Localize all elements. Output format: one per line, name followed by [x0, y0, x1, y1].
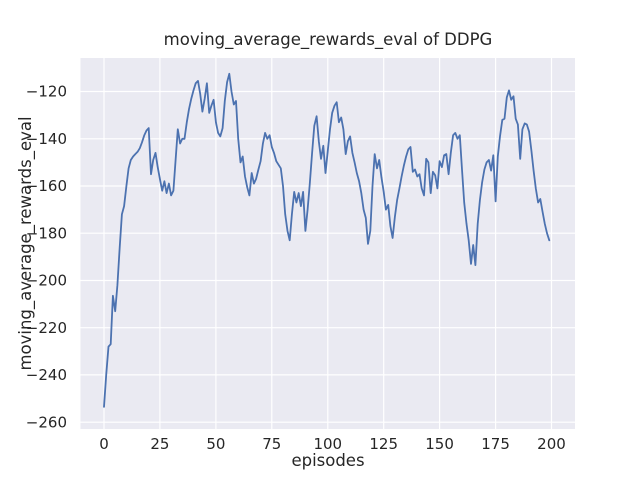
chart-title: moving_average_rewards_eval of DDPG: [164, 30, 493, 50]
y-tick-label: −120: [26, 83, 67, 101]
y-axis-label: moving_average_rewards_eval: [16, 116, 36, 370]
x-axis-label: episodes: [291, 451, 364, 470]
x-tick-label: 150: [425, 435, 454, 453]
y-tick-label: −140: [26, 130, 67, 148]
y-tick-labels: −120 −140 −160 −180 −200 −220 −240 −260: [26, 83, 67, 432]
reward-line: [103, 72, 551, 408]
y-tick-label: −260: [26, 413, 67, 431]
x-tick-label: 100: [313, 435, 342, 453]
x-tick-label: 125: [369, 435, 398, 453]
x-tick-labels: 0 25 50 75 100 125 150 175 200: [99, 435, 566, 453]
x-tick-label: 50: [206, 435, 225, 453]
y-tick-label: −160: [26, 177, 67, 195]
y-tick-label: −200: [26, 272, 67, 290]
x-tick-label: 200: [537, 435, 566, 453]
x-tick-label: 25: [150, 435, 169, 453]
y-tick-label: −240: [26, 366, 67, 384]
x-tick-label: 175: [481, 435, 510, 453]
y-tick-label: −220: [26, 319, 67, 337]
x-tick-label: 75: [262, 435, 281, 453]
y-tick-label: −180: [26, 224, 67, 242]
x-tick-label: 0: [99, 435, 109, 453]
grid-lines: [80, 58, 575, 429]
